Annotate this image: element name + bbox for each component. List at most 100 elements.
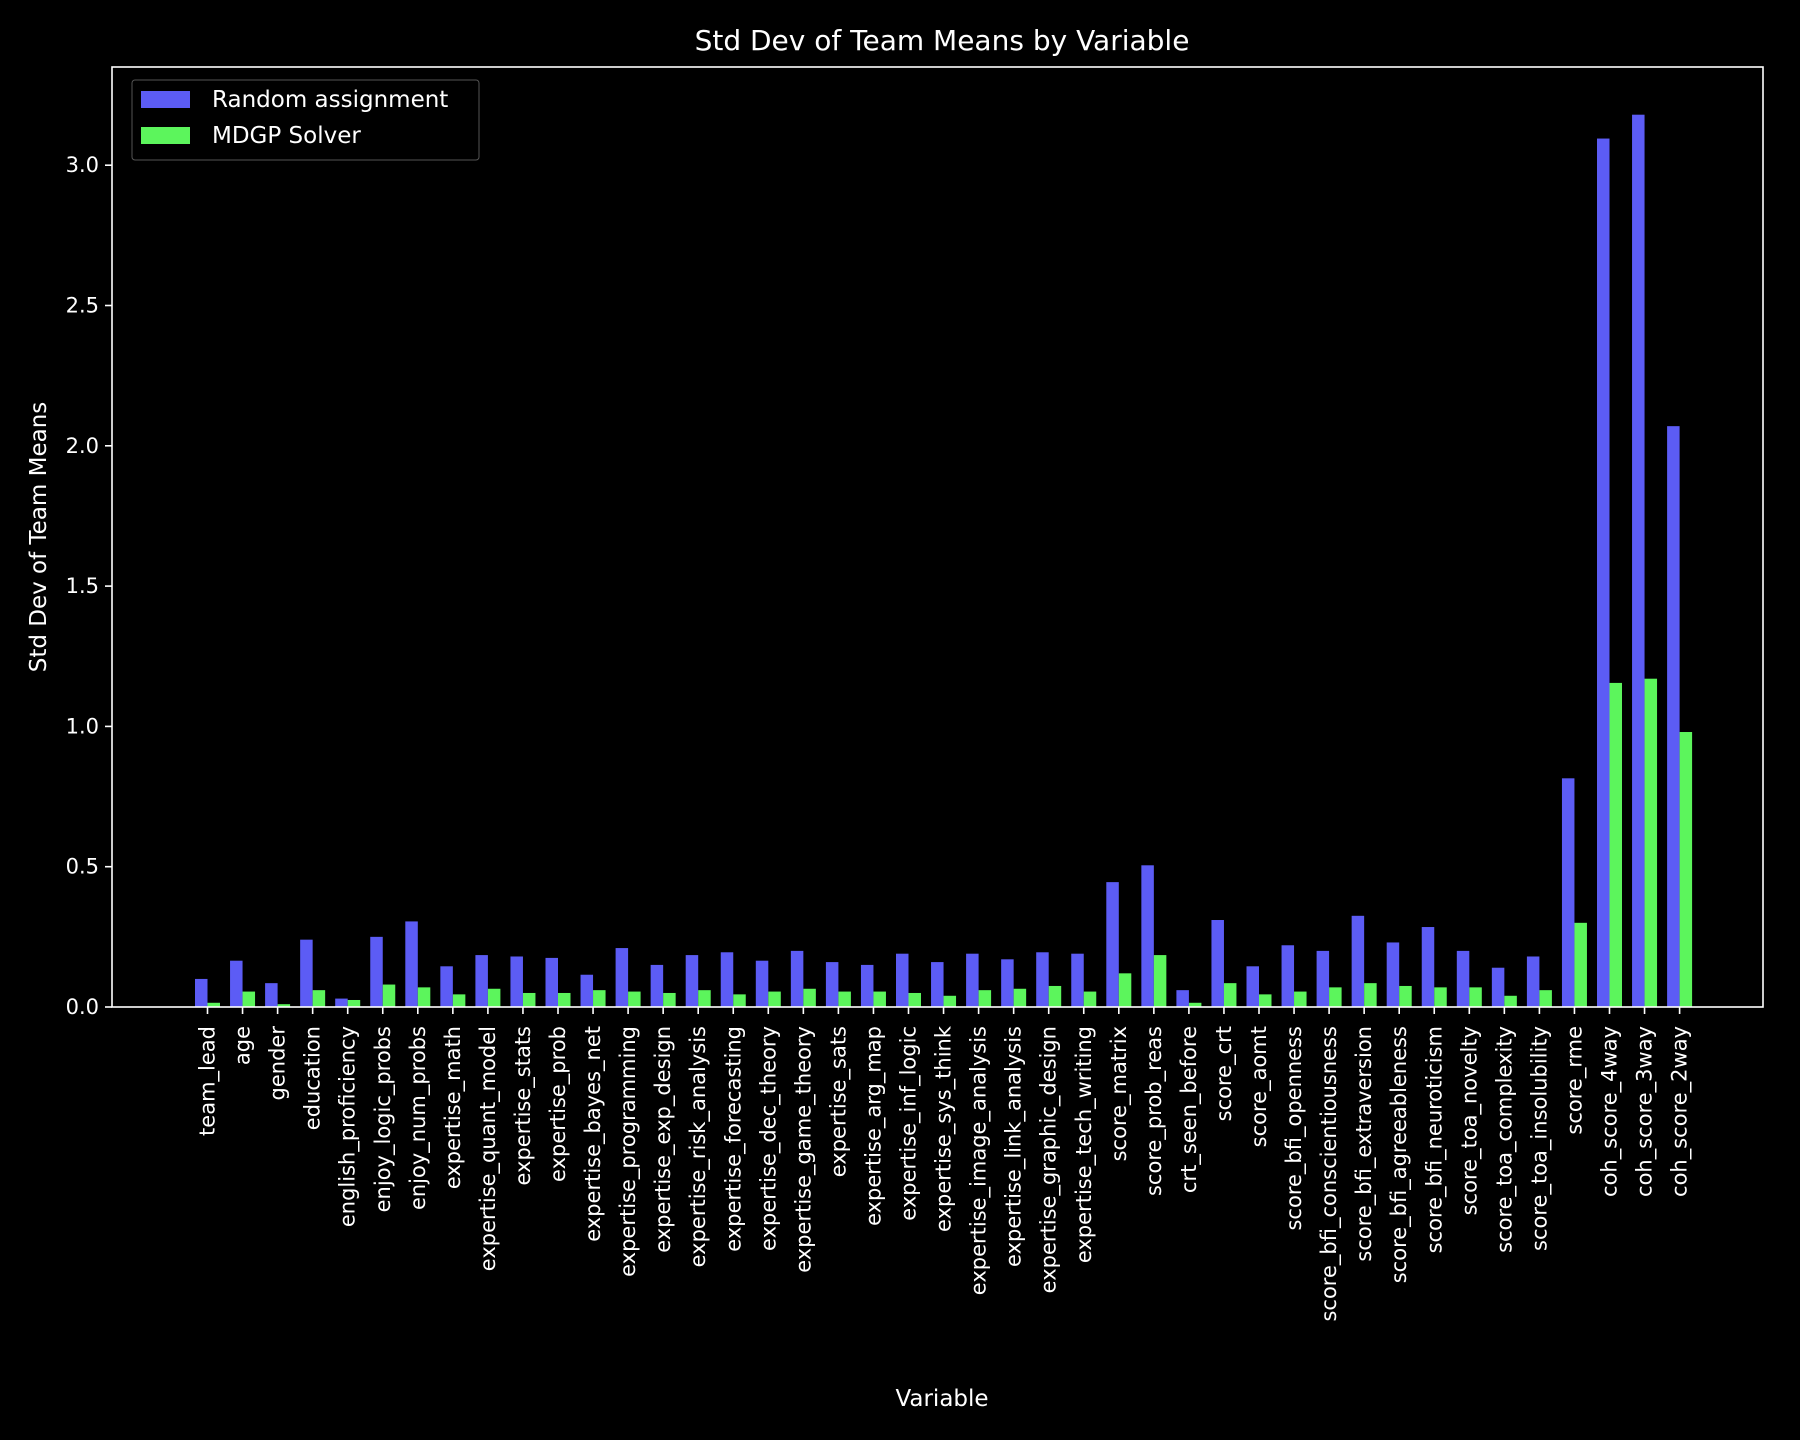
bar-random-coh_score_2way (1667, 426, 1680, 1007)
bar-mdgp-coh_score_4way (1609, 682, 1622, 1007)
bar-mdgp-expertise_tech_writing (1083, 991, 1097, 1007)
x-tick-label: expertise_game_theory (791, 1026, 816, 1273)
bar-mdgp-expertise_link_analysis (1013, 988, 1027, 1007)
bar-random-expertise_tech_writing (1071, 953, 1084, 1007)
legend-label-random: Random assignment (212, 87, 448, 113)
x-tick-label: score_matrix (1107, 1026, 1132, 1161)
bar-mdgp-score_crt (1223, 983, 1237, 1007)
chart-title: Std Dev of Team Means by Variable (695, 24, 1190, 57)
bar-mdgp-expertise_arg_map (873, 991, 886, 1007)
y-axis: 0.0 0.5 1.0 1.5 2.0 2.5 3.0 (66, 153, 112, 1019)
bar-mdgp-expertise_sys_think (943, 995, 957, 1007)
x-tick-label: coh_score_3way (1633, 1026, 1658, 1197)
x-tick-label: english_proficiency (336, 1026, 361, 1227)
x-tick-label: expertise_inf_logic (897, 1026, 922, 1221)
x-tick-label: score_prob_reas (1142, 1026, 1167, 1196)
x-tick-label: expertise_link_analysis (1002, 1026, 1027, 1267)
x-tick-label: expertise_tech_writing (1072, 1026, 1097, 1263)
bar-random-enjoy_num_probs (405, 921, 418, 1007)
y-tick-label: 1.0 (66, 714, 99, 738)
bar-random-gender (265, 983, 278, 1007)
y-tick-label: 0.5 (66, 855, 99, 879)
bar-mdgp-team_lead (207, 1002, 220, 1007)
bar-random-enjoy_logic_probs (370, 936, 383, 1007)
bar-mdgp-expertise_quant_model (487, 988, 501, 1007)
x-tick-label: score_rme (1562, 1026, 1587, 1135)
bar-random-coh_score_4way (1597, 138, 1610, 1008)
bar-random-score_bfi_agreeableness (1386, 942, 1400, 1007)
bar-mdgp-education (312, 990, 326, 1007)
bar-mdgp-enjoy_logic_probs (382, 984, 396, 1007)
legend-swatch-mdgp (141, 127, 190, 144)
bar-random-expertise_game_theory (790, 950, 804, 1007)
bar-mdgp-score_bfi_extraversion (1364, 983, 1377, 1007)
bar-random-coh_score_3way (1632, 114, 1645, 1007)
bar-random-expertise_sys_think (931, 962, 944, 1007)
x-tick-label: enjoy_num_probs (406, 1026, 431, 1210)
x-tick-label: expertise_programming (616, 1026, 641, 1277)
x-tick-label: score_crt (1212, 1026, 1237, 1121)
y-tick-label: 0.0 (66, 995, 99, 1019)
bars-group (195, 114, 1693, 1008)
bar-random-score_bfi_conscientiousness (1316, 950, 1330, 1007)
bar-mdgp-score_bfi_neuroticism (1434, 987, 1447, 1007)
bar-mdgp-expertise_graphic_design (1048, 985, 1062, 1007)
x-tick-label: score_toa_insolubility (1527, 1026, 1552, 1251)
bar-mdgp-coh_score_3way (1644, 678, 1658, 1007)
bar-random-expertise_inf_logic (896, 953, 909, 1007)
bar-random-expertise_stats (510, 956, 523, 1007)
x-tick-label: expertise_prob (546, 1026, 571, 1182)
x-tick-label: score_bfi_conscientiousness (1317, 1026, 1342, 1322)
legend-box (131, 79, 480, 161)
bar-random-english_proficiency (335, 998, 348, 1007)
y-tick-label: 2.5 (66, 294, 99, 318)
bar-random-score_bfi_openness (1281, 945, 1295, 1007)
bar-random-education (300, 939, 313, 1007)
x-tick-label: expertise_forecasting (721, 1026, 746, 1252)
x-tick-label: expertise_dec_theory (756, 1026, 781, 1251)
bar-random-expertise_sats (825, 962, 839, 1007)
x-tick-label: gender (266, 1026, 290, 1101)
bar-random-age (230, 960, 243, 1007)
bar-mdgp-expertise_forecasting (733, 994, 746, 1007)
bar-mdgp-score_aomt (1259, 994, 1272, 1007)
bar-mdgp-expertise_sats (838, 991, 851, 1007)
bar-random-score_rme (1561, 778, 1575, 1007)
y-tick-label: 2.0 (66, 434, 99, 458)
x-tick-label: expertise_risk_analysis (686, 1026, 711, 1267)
bar-mdgp-score_toa_novelty (1469, 987, 1482, 1007)
x-tick-label: expertise_stats (511, 1026, 536, 1186)
x-tick-label: score_toa_complexity (1492, 1026, 1517, 1253)
bar-random-expertise_prob (545, 957, 558, 1007)
x-tick-label: score_bfi_extraversion (1352, 1026, 1377, 1262)
bar-random-expertise_math (440, 966, 453, 1007)
x-tick-label: expertise_sys_think (932, 1025, 957, 1232)
bar-mdgp-score_bfi_openness (1294, 991, 1307, 1007)
bar-random-score_aomt (1246, 966, 1259, 1007)
x-tick-label: expertise_quant_model (476, 1026, 501, 1271)
bar-random-expertise_forecasting (720, 952, 734, 1007)
x-tick-label: expertise_math (441, 1026, 466, 1189)
x-tick-label: expertise_exp_design (651, 1026, 676, 1253)
bar-mdgp-score_rme (1574, 922, 1587, 1007)
x-tick-label: education (301, 1026, 325, 1130)
bar-mdgp-expertise_game_theory (803, 988, 816, 1007)
y-tick-label: 1.5 (66, 574, 99, 598)
bar-random-expertise_risk_analysis (685, 955, 699, 1007)
bar-mdgp-expertise_bayes_net (593, 990, 606, 1007)
bar-mdgp-expertise_prob (558, 992, 571, 1007)
x-tick-label: age (231, 1026, 255, 1065)
x-tick-label: coh_score_4way (1598, 1026, 1623, 1197)
bar-mdgp-score_bfi_conscientiousness (1329, 987, 1342, 1007)
x-tick-label: expertise_arg_map (861, 1026, 886, 1226)
bar-random-score_prob_reas (1141, 865, 1154, 1007)
x-axis-label: Variable (895, 1386, 988, 1412)
legend-label-mdgp: MDGP Solver (212, 123, 361, 149)
x-tick-label: expertise_image_analysis (967, 1026, 992, 1295)
x-axis: team_lead age gender education english_profi… (196, 1007, 1693, 1322)
bar-mdgp-score_bfi_agreeableness (1399, 985, 1412, 1007)
x-tick-label: team_lead (196, 1026, 221, 1136)
y-tick-label: 3.0 (66, 153, 99, 177)
bar-random-score_bfi_neuroticism (1421, 927, 1435, 1007)
